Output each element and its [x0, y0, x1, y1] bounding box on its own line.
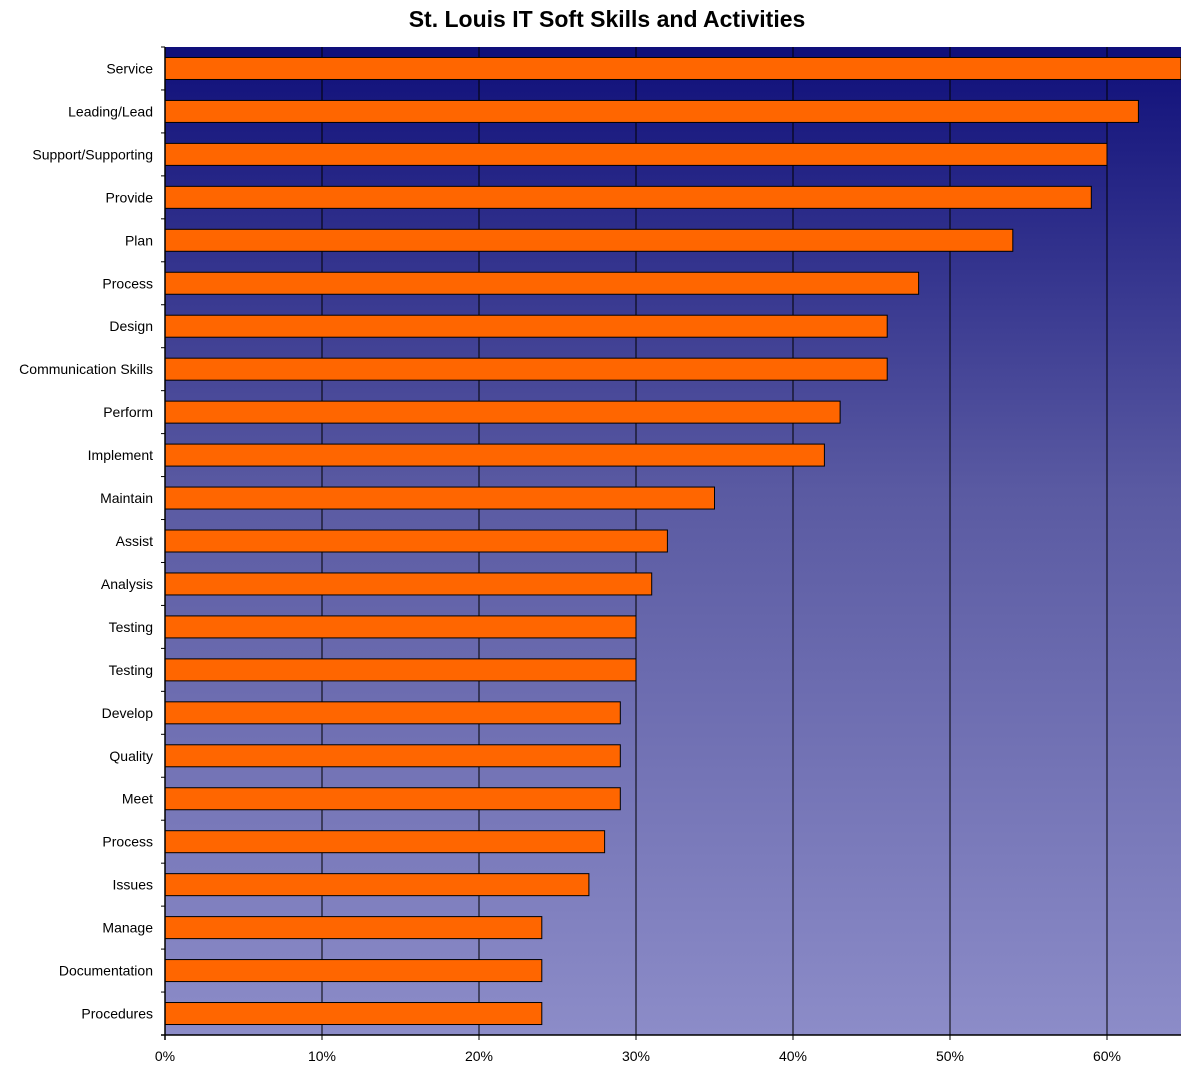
- x-tick-label: 0%: [155, 1048, 175, 1064]
- x-tick-label: 40%: [779, 1048, 807, 1064]
- x-tick-label: 50%: [936, 1048, 964, 1064]
- category-label: Testing: [109, 662, 153, 678]
- bar-17: [164, 787, 621, 811]
- category-label: Analysis: [101, 576, 153, 592]
- x-tick-label: 10%: [308, 1048, 336, 1064]
- bar-8: [164, 400, 841, 424]
- bar-20: [164, 916, 543, 940]
- chart-title: St. Louis IT Soft Skills and Activities: [409, 6, 806, 32]
- category-labels: Service Leading/Lead Support/Supporting Pro…: [19, 60, 153, 1021]
- bar-21: [164, 959, 543, 983]
- bar-6: [164, 314, 888, 338]
- bars: [164, 56, 1181, 1026]
- category-label: Process: [102, 275, 153, 291]
- category-label: Testing: [109, 619, 153, 635]
- category-label: Service: [106, 60, 153, 76]
- category-label: Leading/Lead: [68, 103, 153, 119]
- bar-18: [164, 830, 606, 854]
- category-label: Procedures: [81, 1006, 153, 1022]
- x-tick-label: 20%: [465, 1048, 493, 1064]
- bar-16: [164, 744, 621, 768]
- bar-2: [164, 142, 1108, 166]
- category-label: Assist: [116, 533, 153, 549]
- x-tick-label: 60%: [1093, 1048, 1121, 1064]
- bar-3: [164, 185, 1092, 209]
- bar-9: [164, 443, 825, 467]
- category-label: Meet: [122, 791, 153, 807]
- category-label: Documentation: [59, 963, 153, 979]
- bar-4: [164, 228, 1014, 252]
- category-label: Develop: [102, 705, 154, 721]
- category-label: Manage: [102, 920, 153, 936]
- category-label: Design: [109, 318, 153, 334]
- category-label: Implement: [88, 447, 153, 463]
- bar-12: [164, 572, 653, 596]
- x-tick-labels: 0% 10% 20% 30% 40% 50% 60%: [155, 1048, 1121, 1064]
- category-label: Maintain: [100, 490, 153, 506]
- bar-15: [164, 701, 621, 725]
- bar-11: [164, 529, 668, 553]
- bar-22: [164, 1002, 543, 1026]
- axes: [161, 46, 1181, 1040]
- bar-5: [164, 271, 920, 295]
- category-label: Provide: [106, 189, 154, 205]
- bar-7: [164, 357, 888, 381]
- category-label: Quality: [109, 748, 153, 764]
- bar-10: [164, 486, 715, 510]
- bar-19: [164, 873, 590, 897]
- x-tick-label: 30%: [622, 1048, 650, 1064]
- bar-13: [164, 615, 637, 639]
- bar-1: [164, 99, 1139, 123]
- category-label: Perform: [103, 404, 153, 420]
- category-label: Plan: [125, 232, 153, 248]
- bar-0: [164, 56, 1181, 80]
- category-label: Issues: [113, 877, 153, 893]
- category-label: Communication Skills: [19, 361, 153, 377]
- category-label: Process: [102, 834, 153, 850]
- category-label: Support/Supporting: [32, 146, 153, 162]
- bar-14: [164, 658, 637, 682]
